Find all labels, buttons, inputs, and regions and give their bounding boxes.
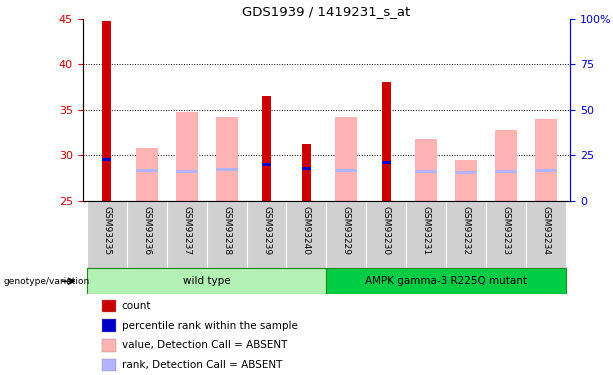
Bar: [382, 161, 390, 164]
Bar: [382, 82, 390, 201]
Bar: [167, 201, 207, 268]
Text: percentile rank within the sample: percentile rank within the sample: [122, 321, 298, 331]
Bar: [135, 169, 158, 172]
Bar: [102, 320, 116, 332]
Bar: [415, 139, 437, 201]
Text: GSM93239: GSM93239: [262, 206, 271, 255]
Bar: [302, 144, 311, 201]
Text: GSM93240: GSM93240: [302, 206, 311, 255]
Bar: [207, 201, 246, 268]
Bar: [262, 163, 271, 166]
Bar: [102, 300, 116, 312]
Bar: [327, 268, 566, 294]
Bar: [367, 201, 406, 268]
Text: GSM93234: GSM93234: [542, 206, 550, 255]
Bar: [102, 21, 111, 201]
Bar: [526, 201, 566, 268]
Text: GSM93230: GSM93230: [382, 206, 391, 255]
Bar: [495, 130, 517, 201]
Text: GSM93236: GSM93236: [142, 206, 151, 255]
Text: GSM93235: GSM93235: [102, 206, 111, 255]
Bar: [495, 170, 517, 173]
Text: GSM93237: GSM93237: [182, 206, 191, 255]
Bar: [176, 170, 197, 173]
Bar: [327, 201, 367, 268]
Bar: [455, 160, 477, 201]
Text: GSM93232: GSM93232: [462, 206, 471, 255]
Bar: [535, 119, 557, 201]
Text: GSM93233: GSM93233: [501, 206, 511, 255]
Title: GDS1939 / 1419231_s_at: GDS1939 / 1419231_s_at: [242, 4, 411, 18]
Bar: [102, 158, 111, 161]
Bar: [87, 201, 127, 268]
Text: genotype/variation: genotype/variation: [3, 277, 89, 286]
Bar: [446, 201, 486, 268]
Bar: [415, 170, 437, 173]
Bar: [87, 268, 327, 294]
Bar: [535, 169, 557, 172]
Bar: [246, 201, 286, 268]
Text: count: count: [122, 301, 151, 311]
Bar: [335, 169, 357, 172]
Text: GSM93238: GSM93238: [222, 206, 231, 255]
Text: wild type: wild type: [183, 276, 230, 286]
Bar: [262, 96, 271, 201]
Text: rank, Detection Call = ABSENT: rank, Detection Call = ABSENT: [122, 360, 282, 370]
Bar: [135, 148, 158, 201]
Bar: [216, 117, 238, 201]
Bar: [406, 201, 446, 268]
Text: AMPK gamma-3 R225Q mutant: AMPK gamma-3 R225Q mutant: [365, 276, 527, 286]
Bar: [335, 117, 357, 201]
Bar: [176, 111, 197, 201]
Bar: [102, 339, 116, 352]
Bar: [286, 201, 327, 268]
Bar: [102, 359, 116, 372]
Bar: [127, 201, 167, 268]
Bar: [216, 168, 238, 171]
Bar: [302, 167, 311, 170]
Bar: [455, 171, 477, 174]
Bar: [486, 201, 526, 268]
Text: GSM93231: GSM93231: [422, 206, 431, 255]
Text: GSM93229: GSM93229: [342, 206, 351, 255]
Text: value, Detection Call = ABSENT: value, Detection Call = ABSENT: [122, 340, 287, 351]
